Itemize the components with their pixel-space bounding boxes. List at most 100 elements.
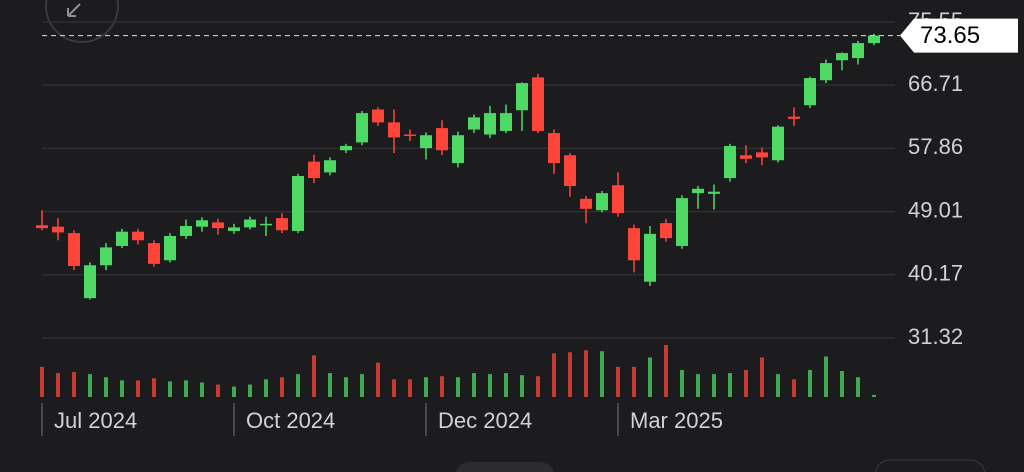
volume-bar — [584, 350, 588, 397]
volume-bar — [616, 366, 620, 397]
candle-body — [308, 161, 320, 179]
candle-body — [340, 145, 352, 151]
candle-body — [372, 109, 384, 123]
candle-body — [868, 35, 880, 44]
candle-body — [388, 122, 400, 138]
volume-bar — [104, 377, 108, 397]
candle-body — [596, 193, 608, 211]
y-tick-label: 49.01 — [908, 197, 963, 222]
candle-body — [740, 155, 752, 159]
volume-bar — [632, 366, 636, 397]
y-tick-label: 57.86 — [908, 134, 963, 159]
last-price-label: 73.65 — [920, 22, 980, 49]
volume-bar — [200, 382, 204, 397]
candle-body — [84, 265, 96, 299]
candle-body — [148, 243, 160, 264]
volume-bar — [760, 357, 764, 397]
volume-bar — [376, 362, 380, 397]
x-tick-label: Oct 2024 — [246, 408, 335, 433]
candle-body — [228, 227, 240, 231]
candle-body — [116, 231, 128, 246]
volume-bar — [232, 386, 236, 397]
candle-body — [692, 188, 704, 194]
y-tick-label: 40.17 — [908, 261, 963, 286]
volume-bar — [472, 373, 476, 397]
candle-body — [788, 116, 800, 119]
candle-body — [356, 113, 368, 143]
candle-body — [260, 223, 272, 226]
bottom-pill[interactable] — [874, 459, 986, 472]
volume-bar — [344, 377, 348, 397]
volume-bar — [600, 351, 604, 397]
volume-bar — [120, 380, 124, 397]
bottom-pill[interactable] — [455, 462, 555, 472]
candle-body — [532, 77, 544, 131]
candle-body — [452, 135, 464, 164]
y-tick-label: 66.71 — [908, 71, 963, 96]
candle-body — [820, 63, 832, 81]
candle-body — [180, 225, 192, 236]
candle-body — [36, 225, 48, 229]
volume-bar — [56, 373, 60, 397]
candle-body — [660, 223, 672, 239]
volume-bar — [168, 381, 172, 397]
candle-body — [484, 113, 496, 135]
candle-body — [276, 218, 288, 231]
volume-bar — [136, 380, 140, 397]
volume-bar — [520, 375, 524, 397]
x-tick-label: Mar 2025 — [630, 408, 723, 433]
volume-bar — [392, 379, 396, 397]
volume-bar — [552, 353, 556, 397]
volume-bar — [664, 345, 668, 397]
volume-bar — [424, 377, 428, 397]
candle-body — [836, 53, 848, 61]
y-tick-label: 31.32 — [908, 324, 963, 349]
volume-bar — [296, 374, 300, 397]
candle-body — [756, 152, 768, 158]
volume-bar — [216, 384, 220, 397]
x-tick-label: Jul 2024 — [54, 408, 137, 433]
volume-bar — [440, 376, 444, 397]
volume-bar — [840, 371, 844, 397]
volume-bar — [248, 384, 252, 397]
volume-bar — [824, 356, 828, 397]
candle-body — [212, 222, 224, 229]
candle-body — [420, 135, 432, 149]
volume-bar — [680, 369, 684, 397]
volume-bar — [360, 374, 364, 397]
candle-body — [132, 231, 144, 241]
volume-bar — [648, 357, 652, 397]
candle-body — [644, 233, 656, 282]
volume-bar — [40, 366, 44, 397]
candle-body — [292, 175, 304, 231]
zoom-icon[interactable] — [67, 3, 81, 17]
volume-bar — [488, 374, 492, 397]
candle-body — [772, 126, 784, 161]
zoom-button[interactable] — [45, 0, 119, 43]
candle-body — [52, 226, 64, 233]
candle-body — [804, 78, 816, 106]
volume-bar — [280, 377, 284, 397]
volume-bar — [456, 377, 460, 397]
volume-bar — [72, 372, 76, 397]
candle-body — [676, 198, 688, 246]
volume-bar — [808, 369, 812, 397]
candle-body — [100, 247, 112, 266]
volume-bar — [312, 355, 316, 397]
volume-bar — [264, 379, 268, 397]
volume-bar — [744, 369, 748, 397]
volume-bar — [536, 376, 540, 397]
candle-body — [324, 160, 336, 173]
volume-bar — [696, 374, 700, 397]
volume-bar — [776, 374, 780, 397]
volume-bar — [872, 394, 876, 397]
candle-body — [580, 198, 592, 209]
volume-bar — [184, 380, 188, 397]
volume-bar — [856, 377, 860, 397]
candle-body — [436, 128, 448, 151]
candle-body — [468, 117, 480, 130]
zoom-circle[interactable] — [45, 0, 119, 43]
